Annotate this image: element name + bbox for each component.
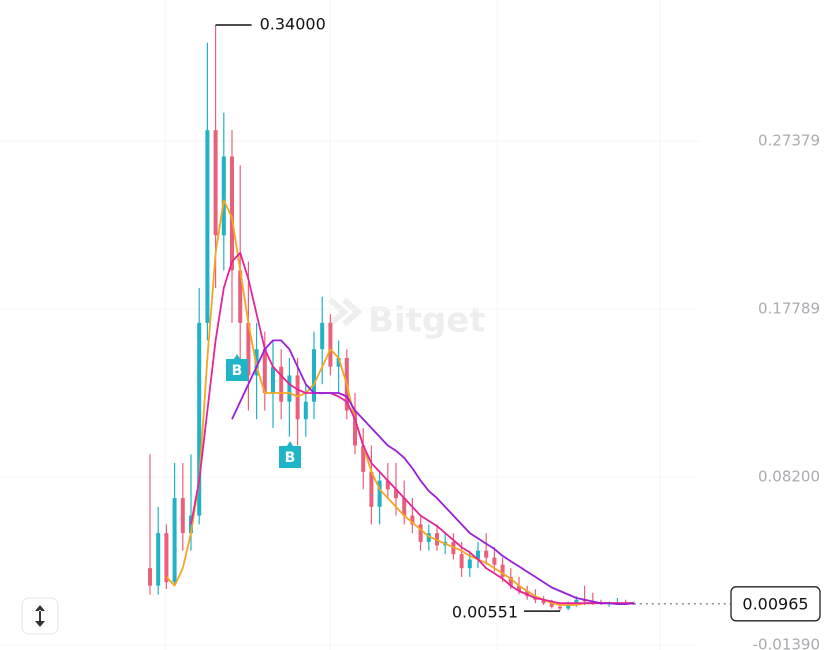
candle-body [558,606,562,609]
candle-body [156,533,161,586]
candle-body [328,322,333,367]
candle-body [164,533,169,583]
candle-body [262,349,267,393]
candle-body [361,445,366,472]
y-tick-label: 0.27379 [758,132,820,150]
candle-body [287,375,292,402]
signal-label: B [232,363,243,379]
last-price-box [730,586,821,622]
candle-body [279,366,284,402]
candle-body [467,559,472,569]
candle-body [459,554,464,569]
candle-body [246,322,251,376]
candle-body [492,557,497,565]
expand-button[interactable] [21,597,59,635]
candle-body [197,322,202,516]
candle-body [312,349,316,402]
candle-body [402,498,407,516]
watermark-logo [328,297,363,327]
candle-body [148,568,152,586]
y-tick-label: 0.08200 [758,468,820,486]
y-tick-label: 0.17789 [758,300,820,318]
low-label: 0.00551 [452,603,518,622]
candle-body [221,156,226,236]
candle-body [549,603,554,607]
candle-body [271,366,275,393]
candle-body [230,156,234,271]
ma-line [231,339,634,605]
candle-body [508,576,513,586]
candle-body [213,130,218,236]
candle-body [303,401,308,420]
candle-body [541,599,546,604]
candle-body [377,480,382,507]
signal-marker [226,354,248,381]
button-icon[interactable] [35,605,45,627]
high-label: 0.34000 [260,15,326,34]
candle-body [353,410,357,446]
signal-label: B [285,450,296,466]
candle-body [484,550,489,558]
y-tick-label: -0.01390 [753,636,820,650]
candle-body [205,130,210,323]
candle-body [500,564,505,577]
ma-line [165,199,634,606]
candle-body [172,498,177,583]
candle-body [476,550,480,560]
candle-body [574,599,579,604]
candle-body [238,270,243,323]
candle-body [410,515,415,525]
signal-marker [279,441,301,468]
watermark: Bitget [328,297,485,341]
candle-body [394,489,398,499]
candle-body [517,585,521,591]
watermark-text: Bitget [368,301,485,341]
candle-body [418,524,423,542]
candle-body [320,322,325,350]
candle-body [385,480,390,490]
candle-body [180,498,185,534]
candle-body [369,471,374,507]
candle-body [336,357,341,367]
last-price-label: 0.00965 [742,594,808,613]
